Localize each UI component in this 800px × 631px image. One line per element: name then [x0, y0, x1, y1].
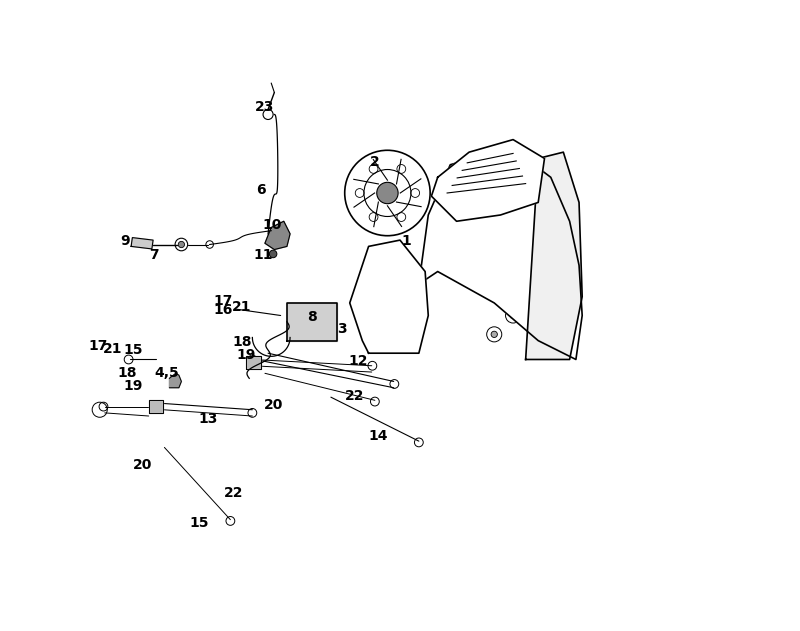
Circle shape	[542, 250, 547, 255]
Polygon shape	[419, 152, 582, 360]
Polygon shape	[287, 303, 337, 341]
Text: 15: 15	[190, 516, 209, 530]
Text: 10: 10	[262, 218, 282, 232]
Polygon shape	[149, 400, 163, 413]
Text: 6: 6	[256, 183, 266, 197]
Circle shape	[250, 359, 258, 367]
Text: 3: 3	[338, 322, 347, 336]
Circle shape	[551, 275, 557, 280]
Text: 11: 11	[254, 248, 273, 262]
Polygon shape	[246, 357, 261, 369]
Text: 21: 21	[232, 300, 251, 314]
Text: 9: 9	[120, 234, 130, 249]
Text: 12: 12	[348, 354, 368, 368]
Text: 19: 19	[123, 379, 142, 393]
Text: 1: 1	[402, 234, 411, 249]
Circle shape	[558, 300, 562, 305]
Text: 2: 2	[370, 155, 380, 168]
Text: 15: 15	[123, 343, 142, 357]
Circle shape	[178, 242, 185, 247]
Text: 8: 8	[307, 310, 317, 324]
Text: 19: 19	[236, 348, 256, 362]
Text: 18: 18	[232, 335, 251, 349]
Text: 17: 17	[213, 294, 233, 308]
Text: 20: 20	[133, 458, 152, 472]
Circle shape	[345, 150, 430, 236]
Text: 13: 13	[198, 412, 218, 426]
Polygon shape	[350, 240, 428, 353]
Polygon shape	[265, 221, 290, 249]
Polygon shape	[170, 374, 182, 387]
Text: 23: 23	[255, 100, 274, 114]
Text: 17: 17	[89, 339, 108, 353]
Circle shape	[491, 331, 498, 338]
Text: 18: 18	[117, 367, 137, 380]
Polygon shape	[431, 139, 545, 221]
Circle shape	[270, 250, 277, 257]
Circle shape	[498, 287, 504, 293]
Text: 7: 7	[149, 247, 158, 262]
Circle shape	[377, 182, 398, 204]
Text: 22: 22	[224, 486, 243, 500]
Circle shape	[153, 403, 160, 410]
Text: 16: 16	[213, 304, 233, 317]
Circle shape	[510, 312, 516, 319]
Polygon shape	[526, 152, 582, 360]
Text: 21: 21	[102, 342, 122, 356]
Text: 20: 20	[263, 398, 282, 411]
Text: 4,5: 4,5	[154, 367, 178, 380]
Text: 22: 22	[345, 389, 365, 403]
Text: 14: 14	[368, 429, 388, 443]
Polygon shape	[131, 238, 153, 249]
Circle shape	[545, 326, 550, 331]
